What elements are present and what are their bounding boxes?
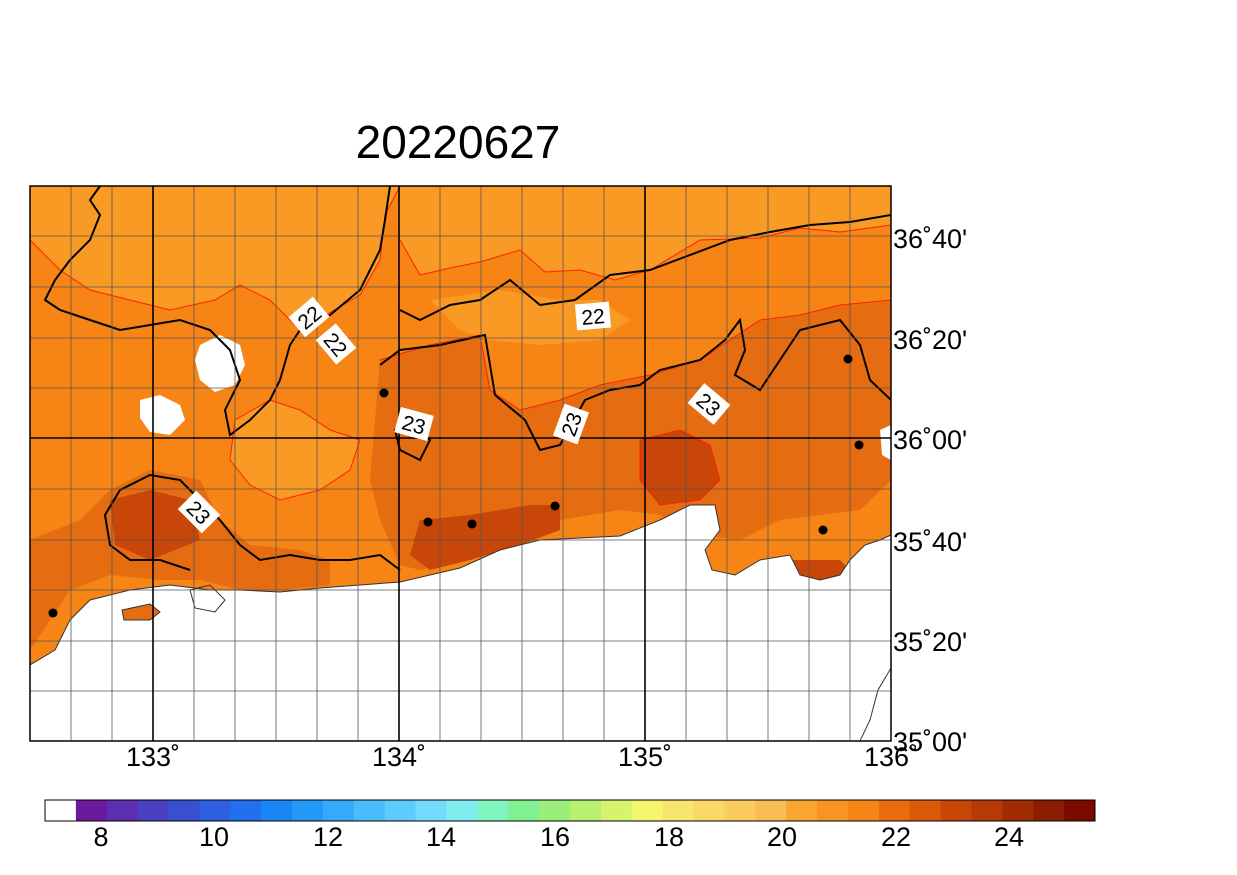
coastline-south	[859, 667, 891, 741]
station-markers	[48, 354, 864, 618]
colorbar-swatch	[168, 800, 200, 821]
colorbar-frame	[44, 799, 1096, 822]
lat-tick-label: 35˚00'	[893, 727, 967, 757]
colorbar-swatch	[230, 800, 262, 821]
lon-axis: 133˚ 134˚ 135˚ 136˚	[126, 742, 918, 772]
colorbar-swatch	[446, 800, 478, 821]
temp-region-21c	[230, 400, 360, 500]
colorbar-swatch	[477, 800, 509, 821]
colorbar-tick-label: 20	[767, 822, 797, 852]
svg-text:22: 22	[580, 305, 605, 330]
colorbar-swatch	[693, 800, 725, 821]
colorbar-swatch	[724, 800, 756, 821]
lon-tick-label: 135˚	[618, 742, 672, 772]
map-title: 20220627	[356, 116, 561, 168]
temp-region-23	[370, 300, 891, 570]
major-grid-lines	[30, 186, 891, 741]
station-marker	[379, 388, 389, 398]
temp-region-21b	[30, 186, 400, 330]
colorbar-swatch	[106, 800, 139, 821]
island-mask-2	[880, 425, 891, 460]
colorbar-swatch	[261, 800, 293, 821]
lat-tick-label: 36˚40'	[893, 224, 967, 254]
station-marker	[818, 525, 828, 535]
contour-black-23	[379, 317, 891, 452]
contour-red-1	[399, 224, 891, 281]
colorbar-swatch	[971, 800, 1003, 821]
colorbar	[44, 799, 1096, 822]
lon-tick-label: 134˚	[372, 742, 426, 772]
lake-mask	[195, 335, 245, 392]
contour-label-22: 22	[574, 301, 612, 331]
temp-region-21d	[430, 290, 630, 345]
lon-tick-label: 136˚	[864, 742, 918, 772]
colorbar-labels: 8 10 12 14 16 18 20 22 24	[93, 822, 1024, 852]
colorbar-swatch	[508, 800, 540, 821]
colorbar-swatch	[322, 800, 355, 821]
small-island-2	[121, 603, 161, 621]
temp-region-24c	[110, 490, 200, 560]
island-mask	[140, 395, 185, 435]
colorbar-tick-label: 8	[93, 822, 108, 852]
contour-red-3	[639, 429, 721, 506]
lat-tick-label: 36˚00'	[893, 425, 967, 455]
grid-lines	[30, 186, 891, 741]
station-marker	[48, 608, 58, 618]
lat-tick-label: 35˚40'	[893, 527, 967, 557]
colorbar-swatch	[847, 800, 880, 821]
colorbar-tick-label: 18	[654, 822, 684, 852]
coastline	[30, 504, 891, 666]
colorbar-swatch	[662, 800, 695, 821]
colorbar-swatch	[199, 800, 231, 821]
contour-red-2	[379, 299, 891, 411]
colorbar-swatch	[878, 800, 911, 821]
colorbar-swatch	[539, 800, 571, 821]
colorbar-swatch	[909, 800, 942, 821]
station-marker	[550, 501, 560, 511]
contour-black-22b	[399, 214, 891, 322]
colorbar-swatch	[631, 800, 664, 821]
colorbar-swatch	[353, 800, 386, 821]
lat-axis: 36˚40' 36˚20' 36˚00' 35˚40' 35˚20' 35˚00…	[893, 224, 967, 757]
temp-region-24	[640, 430, 720, 505]
contour-red-5	[30, 186, 401, 331]
station-marker	[467, 519, 477, 529]
temp-region-24b	[410, 505, 560, 570]
colorbar-tick-label: 24	[994, 822, 1024, 852]
lat-tick-label: 35˚20'	[893, 627, 967, 657]
colorbar-swatch	[1064, 800, 1096, 821]
station-marker	[423, 517, 433, 527]
colorbar-swatch	[384, 800, 417, 821]
colorbar-swatch	[1033, 800, 1065, 821]
colorbar-tick-label: 10	[199, 822, 229, 852]
colorbar-tick-label: 12	[313, 822, 343, 852]
colorbar-tick-label: 14	[426, 822, 456, 852]
colorbar-swatch	[45, 800, 77, 821]
colorbar-swatch	[600, 800, 633, 821]
station-marker	[854, 440, 864, 450]
colorbar-tick-label: 16	[540, 822, 570, 852]
colorbar-swatch	[940, 800, 972, 821]
map-panel: 22 22 22 23 23	[29, 185, 892, 742]
colorbar-swatch	[292, 800, 324, 821]
colorbar-swatch	[75, 800, 108, 821]
colorbar-swatch	[570, 800, 602, 821]
colorbar-swatch	[786, 800, 818, 821]
map-frame	[29, 185, 892, 742]
colorbar-swatch	[817, 800, 849, 821]
lon-tick-label: 133˚	[126, 742, 180, 772]
contour-red-4	[229, 399, 361, 501]
colorbar-swatch	[755, 800, 787, 821]
sea-mask	[30, 505, 891, 741]
colorbar-tick-label: 22	[881, 822, 911, 852]
station-marker	[843, 354, 853, 364]
colorbar-swatch	[1002, 800, 1034, 821]
colorbar-swatch	[137, 800, 170, 821]
lat-tick-label: 36˚20'	[893, 325, 967, 355]
colorbar-swatch	[415, 800, 447, 821]
